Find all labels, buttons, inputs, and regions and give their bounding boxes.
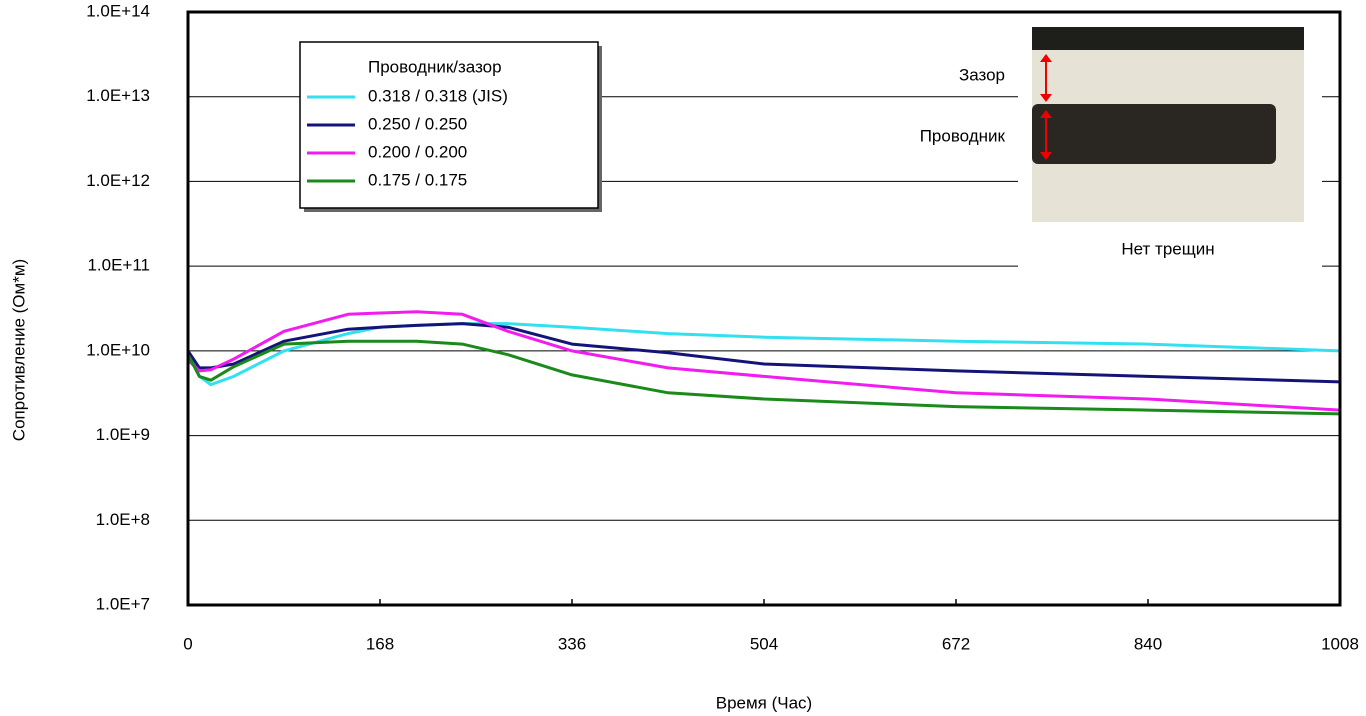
x-tick-label: 168 <box>366 634 394 653</box>
legend-title: Проводник/зазор <box>368 57 502 76</box>
y-tick-label: 1.0E+11 <box>87 256 150 275</box>
y-tick-label: 1.0E+12 <box>86 171 150 190</box>
y-tick-label: 1.0E+7 <box>96 594 150 613</box>
annotation: Зазор <box>959 65 1005 84</box>
annotation: Проводник <box>920 126 1006 145</box>
x-tick-label: 336 <box>558 634 586 653</box>
y-tick-label: 1.0E+8 <box>96 510 150 529</box>
y-tick-label: 1.0E+9 <box>96 425 150 444</box>
photo-top-conductor <box>1032 27 1304 50</box>
series-line <box>186 339 1341 416</box>
x-tick-label: 840 <box>1134 634 1162 653</box>
annotation: Нет трещин <box>1121 239 1214 258</box>
x-tick-label: 504 <box>750 634 778 653</box>
legend-label: 0.200 / 0.200 <box>368 142 467 161</box>
series-line <box>186 310 1341 412</box>
y-axis-title: Сопротивление (Ом*м) <box>9 259 28 441</box>
x-axis-title: Время (Час) <box>716 693 812 712</box>
legend: Проводник/зазор 0.318 / 0.318 (JIS) 0.250 … <box>299 41 602 212</box>
legend-label: 0.175 / 0.175 <box>368 170 467 189</box>
photo-conductor <box>1032 104 1276 164</box>
y-tick-label: 1.0E+13 <box>86 86 150 105</box>
x-tick-label: 672 <box>942 634 970 653</box>
plot-frame <box>186 10 1342 607</box>
legend-label: 0.318 / 0.318 (JIS) <box>368 86 508 105</box>
x-tick-label: 0 <box>183 634 192 653</box>
x-tick-label: 1008 <box>1321 634 1359 653</box>
y-tick-label: 1.0E+14 <box>86 1 150 20</box>
legend-label: 0.250 / 0.250 <box>368 114 467 133</box>
y-tick-label: 1.0E+10 <box>86 340 150 359</box>
